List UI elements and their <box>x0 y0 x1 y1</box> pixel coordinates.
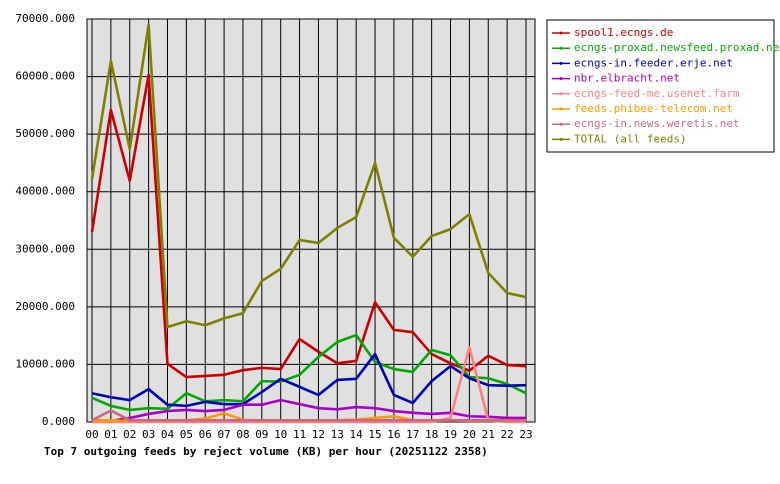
legend-label: nbr.elbracht.net <box>574 72 680 85</box>
x-tick-label: 16 <box>387 428 400 441</box>
series-line <box>91 398 526 423</box>
y-tick-label: 30000.000 <box>15 242 75 255</box>
series-line <box>91 333 527 412</box>
x-tick-label: 02 <box>123 428 136 441</box>
legend-label: ecngs-in.feeder.erje.net <box>574 56 733 69</box>
y-tick-label: 40000.000 <box>15 185 75 198</box>
legend-label: spool1.ecngs.de <box>574 26 673 39</box>
x-tick-label: 17 <box>406 428 419 441</box>
series-line <box>91 409 526 422</box>
y-tick-label: 50000.000 <box>15 127 75 140</box>
x-tick-label: 20 <box>463 428 476 441</box>
x-tick-label: 13 <box>331 428 344 441</box>
y-tick-label: 10000.000 <box>15 357 75 370</box>
x-tick-label: 07 <box>217 428 230 441</box>
x-tick-label: 00 <box>85 428 98 441</box>
x-tick-label: 09 <box>255 428 268 441</box>
series-line <box>90 23 527 329</box>
legend-label: ecngs-in.news.weretis.net <box>574 117 740 130</box>
x-tick-label: 03 <box>142 428 155 441</box>
legend-marker <box>559 46 563 50</box>
x-tick-label: 08 <box>236 428 249 441</box>
legend-marker <box>559 122 563 126</box>
plot-area <box>86 18 536 423</box>
y-tick-label: 0.000 <box>42 415 75 428</box>
legend-marker <box>559 137 563 141</box>
series-line <box>90 73 527 379</box>
x-tick-label: 19 <box>444 428 457 441</box>
x-tick-label: 23 <box>519 428 532 441</box>
legend-marker <box>559 77 563 81</box>
x-tick-label: 18 <box>425 428 438 441</box>
legend-marker <box>559 61 563 65</box>
chart-title: Top 7 outgoing feeds by reject volume (K… <box>44 445 488 458</box>
legend-marker <box>559 107 563 111</box>
legend-box <box>546 19 775 153</box>
x-tick-label: 11 <box>293 428 306 441</box>
legend-marker <box>559 31 563 35</box>
x-tick-label: 10 <box>274 428 287 441</box>
y-tick-label: 20000.000 <box>15 300 75 313</box>
legend-label: ecngs-feed-me.usenet.farm <box>574 87 740 100</box>
x-tick-label: 22 <box>501 428 514 441</box>
x-tick-label: 12 <box>312 428 325 441</box>
legend-label: TOTAL (all feeds) <box>574 132 687 145</box>
y-tick-label: 70000.000 <box>15 12 75 25</box>
series-line <box>91 352 527 408</box>
legend-label: ecngs-proxad.newsfeed.proxad.net <box>574 41 780 54</box>
legend-label: feeds.phibee-telecom.net <box>574 102 733 115</box>
legend-marker <box>559 92 563 96</box>
x-tick-label: 21 <box>482 428 495 441</box>
y-tick-label: 60000.000 <box>15 70 75 83</box>
x-tick-label: 14 <box>350 428 364 441</box>
x-tick-label: 15 <box>368 428 381 441</box>
x-tick-label: 01 <box>104 428 117 441</box>
x-tick-label: 05 <box>180 428 193 441</box>
x-tick-label: 06 <box>199 428 212 441</box>
x-tick-label: 04 <box>161 428 175 441</box>
